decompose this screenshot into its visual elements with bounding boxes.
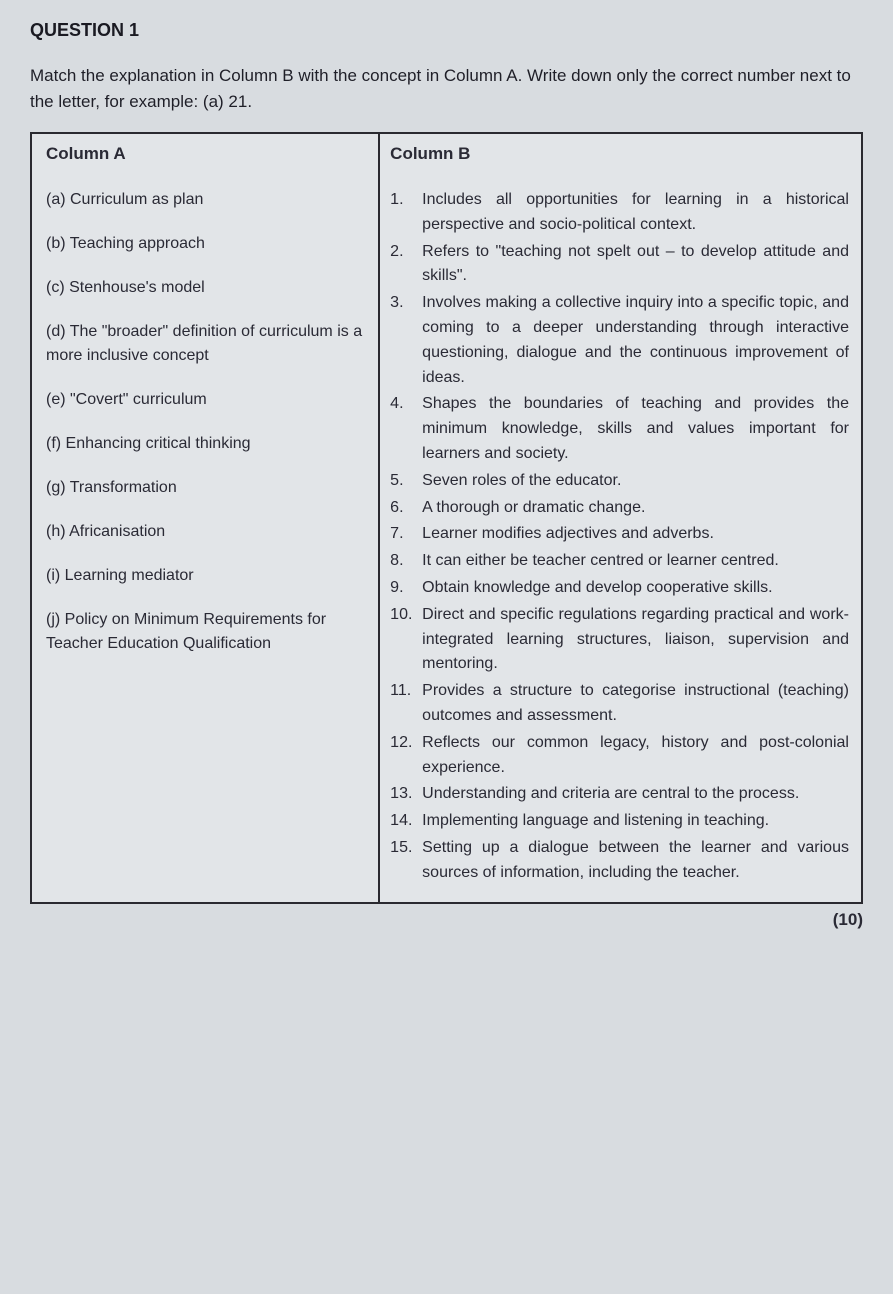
column-b-item: 9.Obtain knowledge and develop cooperati… xyxy=(390,576,849,601)
column-b-item-text: Reflects our common legacy, history and … xyxy=(422,731,849,781)
column-b-item: 6.A thorough or dramatic change. xyxy=(390,496,849,521)
column-b-item-text: Direct and specific regulations regardin… xyxy=(422,603,849,677)
column-b-item-number: 7. xyxy=(390,522,422,547)
column-b-item-text: Includes all opportunities for learning … xyxy=(422,188,849,238)
column-a-item: (c) Stenhouse's model xyxy=(46,276,364,300)
column-b-item-text: Refers to "teaching not spelt out – to d… xyxy=(422,240,849,290)
column-b-item: 4.Shapes the boundaries of teaching and … xyxy=(390,392,849,466)
column-a-item: (d) The "broader" definition of curricul… xyxy=(46,320,364,368)
column-b-item-text: A thorough or dramatic change. xyxy=(422,496,849,521)
column-a-item: (j) Policy on Minimum Requirements for T… xyxy=(46,608,364,656)
column-b-item-number: 3. xyxy=(390,291,422,390)
column-a-item: (e) "Covert" curriculum xyxy=(46,388,364,412)
column-a-item: (f) Enhancing critical thinking xyxy=(46,432,364,456)
column-a-header: Column A xyxy=(46,144,364,164)
column-b-item-text: Understanding and criteria are central t… xyxy=(422,782,849,807)
column-a-item: (a) Curriculum as plan xyxy=(46,188,364,212)
column-b-item: 2.Refers to "teaching not spelt out – to… xyxy=(390,240,849,290)
instructions-text: Match the explanation in Column B with t… xyxy=(30,63,863,114)
column-b-item: 11.Provides a structure to categorise in… xyxy=(390,679,849,729)
column-b-item-text: Setting up a dialogue between the learne… xyxy=(422,836,849,886)
column-b-item-text: Seven roles of the educator. xyxy=(422,469,849,494)
column-b-item: 3.Involves making a collective inquiry i… xyxy=(390,291,849,390)
column-b-item-number: 15. xyxy=(390,836,422,886)
column-b-item-number: 4. xyxy=(390,392,422,466)
column-b-item-number: 13. xyxy=(390,782,422,807)
column-a-item: (g) Transformation xyxy=(46,476,364,500)
column-b-item: 7.Learner modifies adjectives and adverb… xyxy=(390,522,849,547)
column-b-item-text: It can either be teacher centred or lear… xyxy=(422,549,849,574)
column-b-item-number: 6. xyxy=(390,496,422,521)
column-b-item-number: 1. xyxy=(390,188,422,238)
marks-label: (10) xyxy=(30,910,863,930)
column-b-item-text: Involves making a collective inquiry int… xyxy=(422,291,849,390)
column-b-item-number: 11. xyxy=(390,679,422,729)
question-title: QUESTION 1 xyxy=(30,20,863,41)
column-b-item: 13.Understanding and criteria are centra… xyxy=(390,782,849,807)
column-b-item-number: 12. xyxy=(390,731,422,781)
column-b-item-number: 5. xyxy=(390,469,422,494)
column-b-item: 5.Seven roles of the educator. xyxy=(390,469,849,494)
column-b-item: 8.It can either be teacher centred or le… xyxy=(390,549,849,574)
column-b-header: Column B xyxy=(390,144,849,164)
column-a-item: (h) Africanisation xyxy=(46,520,364,544)
column-b-item: 1.Includes all opportunities for learnin… xyxy=(390,188,849,238)
column-b-item-text: Obtain knowledge and develop cooperative… xyxy=(422,576,849,601)
column-b-item-number: 2. xyxy=(390,240,422,290)
column-b-item-number: 8. xyxy=(390,549,422,574)
column-b-item-text: Provides a structure to categorise instr… xyxy=(422,679,849,729)
column-b-item-text: Implementing language and listening in t… xyxy=(422,809,849,834)
column-b: Column B 1.Includes all opportunities fo… xyxy=(380,134,861,902)
column-a-item: (i) Learning mediator xyxy=(46,564,364,588)
column-a: Column A (a) Curriculum as plan (b) Teach… xyxy=(32,134,380,902)
column-a-item: (b) Teaching approach xyxy=(46,232,364,256)
column-b-item: 12.Reflects our common legacy, history a… xyxy=(390,731,849,781)
column-b-item-number: 14. xyxy=(390,809,422,834)
column-b-item: 10.Direct and specific regulations regar… xyxy=(390,603,849,677)
column-b-item: 14.Implementing language and listening i… xyxy=(390,809,849,834)
column-b-item: 15.Setting up a dialogue between the lea… xyxy=(390,836,849,886)
match-table: Column A (a) Curriculum as plan (b) Teach… xyxy=(30,132,863,904)
column-b-item-number: 10. xyxy=(390,603,422,677)
column-b-item-text: Learner modifies adjectives and adverbs. xyxy=(422,522,849,547)
column-b-item-text: Shapes the boundaries of teaching and pr… xyxy=(422,392,849,466)
column-b-item-number: 9. xyxy=(390,576,422,601)
